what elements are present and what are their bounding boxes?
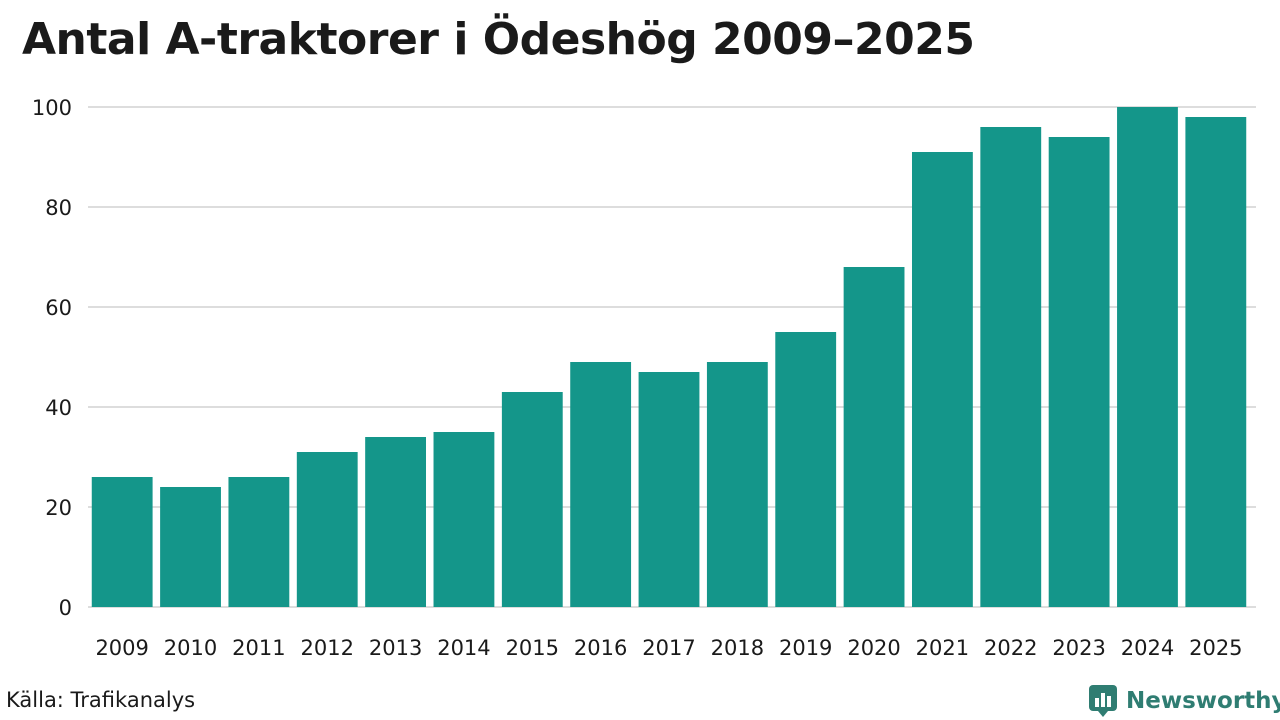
y-tick-label: 80 xyxy=(45,196,72,220)
newsworthy-logo-icon xyxy=(1089,685,1117,717)
brand-name: Newsworthy xyxy=(1126,688,1280,714)
x-tick-label: 2011 xyxy=(232,636,285,660)
bar-2015 xyxy=(501,392,563,607)
bar-2009 xyxy=(91,477,153,607)
bar-2011 xyxy=(228,477,290,607)
x-tick-label: 2020 xyxy=(847,636,900,660)
bar-2018 xyxy=(706,362,768,607)
source-label: Källa: Trafikanalys xyxy=(6,688,196,712)
bar-2013 xyxy=(365,437,427,607)
bar-2012 xyxy=(296,452,358,607)
x-tick-label: 2009 xyxy=(95,636,148,660)
x-tick-label: 2019 xyxy=(779,636,832,660)
y-axis: 0 20 40 60 80 100 xyxy=(32,96,72,620)
chart-title: Antal A-traktorer i Ödeshög 2009–2025 xyxy=(22,14,975,65)
bar-2025 xyxy=(1185,117,1247,607)
x-tick-label: 2017 xyxy=(642,636,695,660)
bar-2020 xyxy=(843,267,905,607)
bar-2019 xyxy=(775,332,837,607)
x-tick-label: 2015 xyxy=(506,636,559,660)
y-tick-label: 0 xyxy=(59,596,72,620)
x-tick-label: 2022 xyxy=(984,636,1037,660)
bar-2021 xyxy=(911,152,973,607)
bar-2017 xyxy=(638,372,700,607)
x-axis: 2009 2010 2011 2012 2013 2014 2015 2016 2017 2018… xyxy=(95,636,1242,660)
x-tick-label: 2018 xyxy=(711,636,764,660)
x-tick-label: 2016 xyxy=(574,636,627,660)
x-tick-label: 2024 xyxy=(1121,636,1174,660)
bars xyxy=(91,107,1247,607)
x-tick-label: 2010 xyxy=(164,636,217,660)
x-tick-label: 2013 xyxy=(369,636,422,660)
y-tick-label: 60 xyxy=(45,296,72,320)
brand-logo: Newsworthy xyxy=(1088,684,1280,718)
bar-2023 xyxy=(1048,137,1110,607)
x-tick-label: 2021 xyxy=(916,636,969,660)
y-tick-label: 100 xyxy=(32,96,72,120)
x-tick-label: 2012 xyxy=(301,636,354,660)
y-tick-label: 20 xyxy=(45,496,72,520)
x-tick-label: 2014 xyxy=(437,636,490,660)
bar-2024 xyxy=(1117,107,1178,607)
bar-2016 xyxy=(570,362,632,607)
bar-2010 xyxy=(160,487,221,607)
x-tick-label: 2025 xyxy=(1189,636,1242,660)
x-tick-label: 2023 xyxy=(1052,636,1105,660)
y-tick-label: 40 xyxy=(45,396,72,420)
bar-2014 xyxy=(433,432,495,607)
bar-2022 xyxy=(980,127,1042,607)
